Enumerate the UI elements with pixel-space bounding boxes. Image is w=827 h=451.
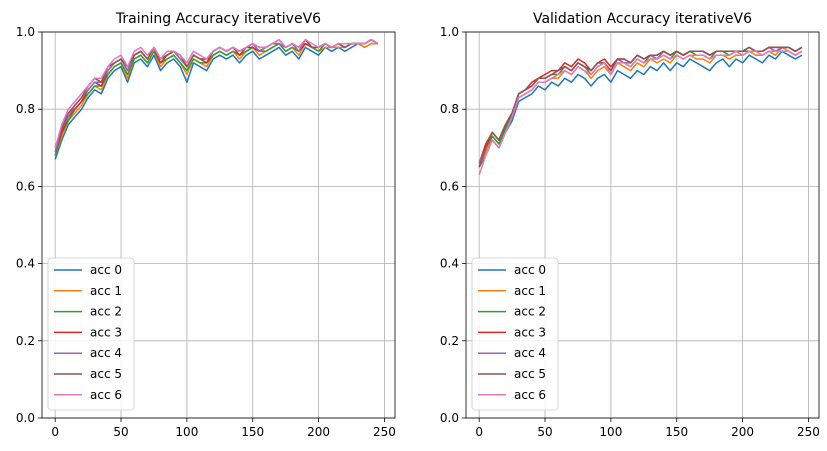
legend-label: acc 1: [90, 284, 122, 298]
validation-accuracy-panel: 0 50 100 150 200 250 0.0 0.2 0.4 0.6 0.8 1.0 Validat…: [440, 11, 820, 439]
x-tick-label: 100: [175, 425, 198, 439]
legend-label: acc 3: [514, 325, 546, 339]
legend-label: acc 2: [90, 305, 122, 319]
legend-label: acc 5: [90, 367, 122, 381]
y-tick-label: 0.6: [440, 179, 459, 193]
x-tick-label: 0: [475, 425, 483, 439]
y-tick-label: 0.8: [440, 102, 459, 116]
axes-frame: [41, 31, 396, 419]
legend-label: acc 3: [90, 325, 122, 339]
x-tick-label: 0: [51, 425, 59, 439]
legend-label: acc 5: [514, 367, 546, 381]
x-tick-label: 150: [665, 425, 688, 439]
x-tick-label: 200: [307, 425, 330, 439]
legend-box: [471, 257, 559, 411]
x-tick-label: 50: [113, 425, 128, 439]
x-tick-label: 200: [731, 425, 754, 439]
y-tick-label: 0.0: [440, 411, 459, 425]
y-tick-label: 0.0: [16, 411, 35, 425]
y-tick-label: 1.0: [16, 25, 35, 39]
legend-label: acc 6: [514, 388, 546, 402]
chart-title: Validation Accuracy iterativeV6: [533, 11, 752, 27]
legend-label: acc 2: [514, 305, 546, 319]
y-tick-label: 0.8: [16, 102, 35, 116]
legend-box: [47, 257, 135, 411]
x-tick-label: 250: [797, 425, 820, 439]
y-tick-label: 1.0: [440, 25, 459, 39]
y-tick-label: 0.2: [440, 334, 459, 348]
legend-label: acc 6: [90, 388, 122, 402]
legend-label: acc 4: [90, 346, 122, 360]
axes-frame: [465, 31, 820, 419]
chart-title: Training Accuracy iterativeV6: [115, 11, 321, 27]
y-tick-label: 0.4: [16, 257, 35, 271]
x-tick-label: 50: [537, 425, 552, 439]
training-accuracy-panel: 0 50 100 150 200 250 0.0 0.2 0.4 0.6 0.8 1.0 Trainin…: [16, 11, 396, 439]
x-tick-label: 150: [241, 425, 264, 439]
legend-label: acc 1: [514, 284, 546, 298]
y-tick-label: 0.2: [16, 334, 35, 348]
legend-label: acc 0: [514, 263, 546, 277]
x-tick-label: 100: [599, 425, 622, 439]
y-tick-label: 0.4: [440, 257, 459, 271]
series-line-acc-0: [478, 50, 803, 168]
legend-label: acc 4: [514, 346, 546, 360]
series-line-acc-6: [478, 50, 803, 176]
x-tick-label: 250: [373, 425, 396, 439]
y-tick-label: 0.6: [16, 179, 35, 193]
series-line-acc-5: [478, 46, 803, 168]
series-line-acc-6: [54, 38, 379, 149]
legend-label: acc 0: [90, 263, 122, 277]
